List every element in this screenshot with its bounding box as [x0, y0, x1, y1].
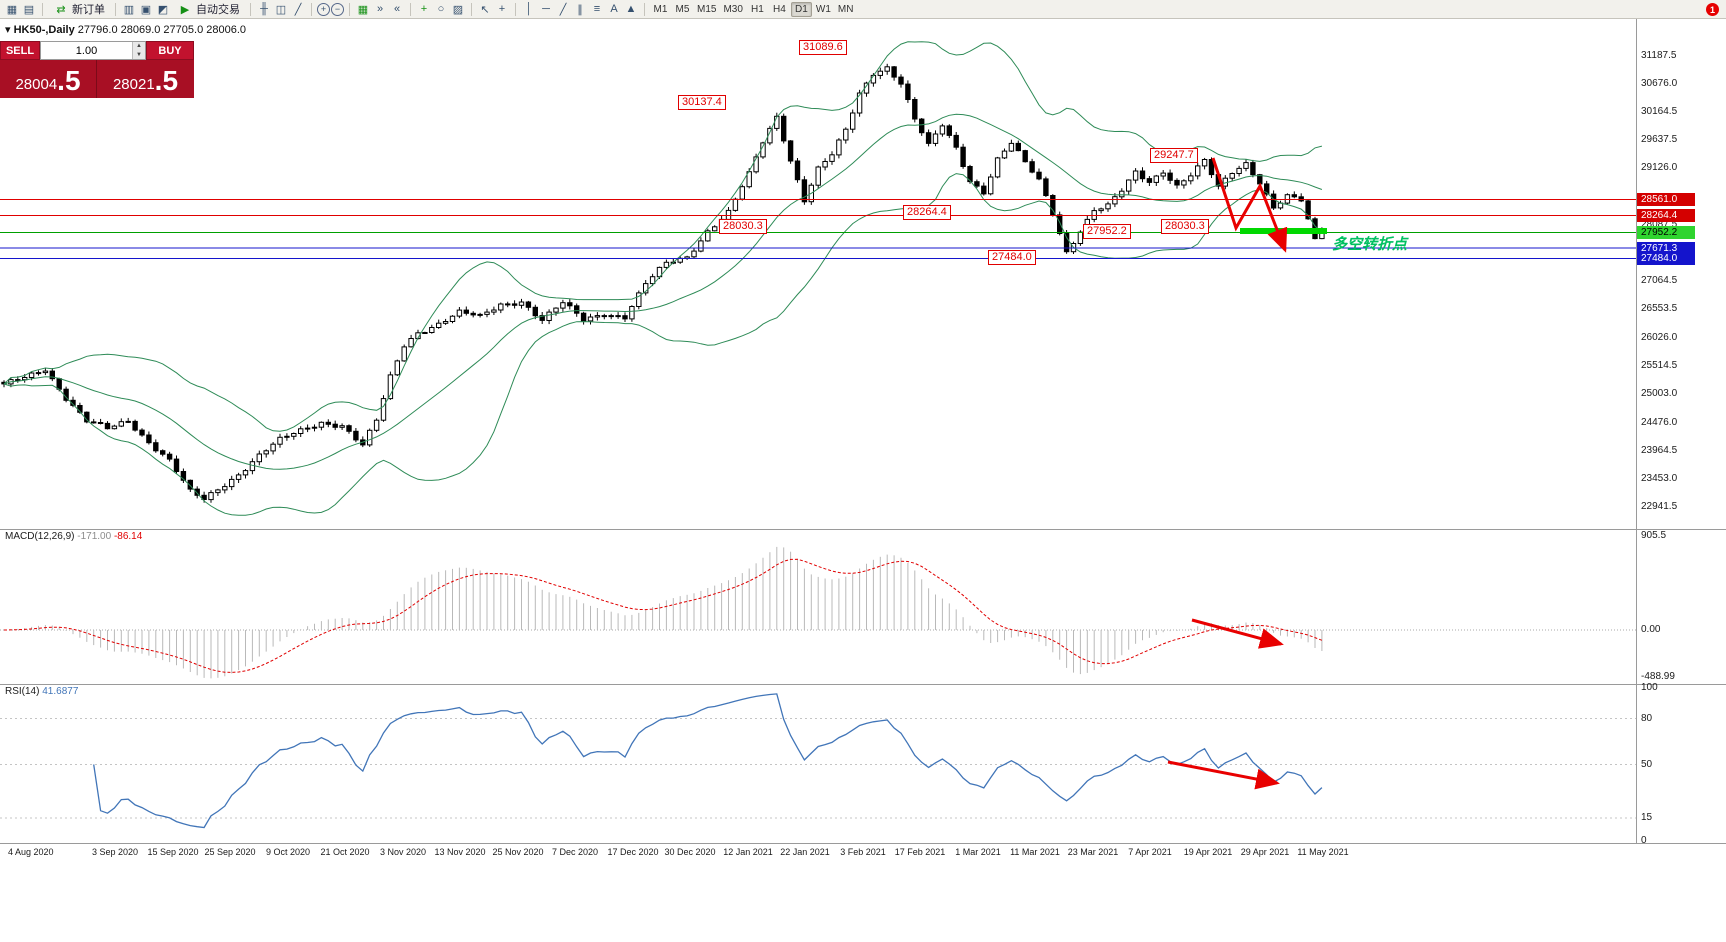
rsi-value: 41.6877	[42, 686, 79, 697]
toolbar-separator	[515, 2, 516, 16]
sell-button[interactable]: SELL	[0, 41, 40, 60]
bid-main-digits: 28004	[15, 76, 58, 93]
volume-spin-buttons: ▲ ▼	[132, 42, 145, 59]
auto-trading-label: 自动交易	[196, 4, 240, 16]
tile-windows-icon[interactable]: ▦	[357, 3, 369, 16]
rsi-line	[93, 693, 1323, 829]
text-tool-icon[interactable]: A	[610, 3, 618, 15]
channel-icon[interactable]: ∥	[577, 3, 583, 16]
periods-icon[interactable]: ○	[437, 3, 445, 15]
notification-badge[interactable]: 1	[1706, 3, 1719, 16]
toolbar: ▦ ▤ ⇄ 新订单 ▥ ▣ ◩ ▶ 自动交易 ╫ ◫ ╱ + − ▦ » « +…	[0, 0, 1726, 19]
bid-price[interactable]: 28004 .5	[0, 60, 97, 98]
zoom-in-icon[interactable]: +	[317, 2, 330, 16]
buy-button[interactable]: BUY	[146, 41, 194, 60]
arrows-tool-icon[interactable]: ▲	[625, 3, 637, 15]
macd-main-value: -171.00	[77, 531, 112, 542]
candles-layer	[1, 63, 1325, 503]
bollinger-bands	[3, 41, 1323, 516]
tick-chart-icon[interactable]: ▤	[23, 3, 35, 16]
volume-down-icon[interactable]: ▼	[133, 50, 145, 59]
toolbar-separator	[42, 2, 43, 16]
toolbar-separator	[471, 2, 472, 16]
toolbar-separator	[349, 2, 350, 16]
timeframe-m30-button[interactable]: M30	[723, 3, 743, 15]
fibonacci-icon[interactable]: ≡	[593, 3, 601, 15]
bar-chart-mode-icon[interactable]: ╫	[260, 3, 268, 15]
cursor-icon[interactable]: ↖	[480, 3, 490, 16]
symbol-name: HK50-,Daily	[13, 24, 75, 36]
ask-price[interactable]: 28021 .5	[97, 60, 194, 98]
macd-name: MACD(12,26,9)	[5, 531, 75, 542]
horizontal-level-lines[interactable]	[0, 198, 1636, 259]
volume-up-icon[interactable]: ▲	[133, 42, 145, 51]
trend-arrow-price[interactable]	[1211, 157, 1288, 253]
toolbar-separator	[115, 2, 116, 16]
timeframe-d1-button[interactable]: D1	[790, 1, 812, 17]
timeframe-w1-button[interactable]: W1	[815, 3, 831, 15]
timeframe-m1-button[interactable]: M1	[653, 3, 668, 15]
trendline-icon[interactable]: ╱	[559, 3, 567, 16]
auto-trading-button[interactable]: ▶ 自动交易	[172, 1, 245, 17]
bid-big-digits: .5	[57, 65, 81, 96]
horizontal-line-icon[interactable]: ─	[542, 3, 550, 15]
macd-signal-line	[3, 558, 1323, 673]
macd-signal-value: -86.14	[113, 531, 143, 542]
strategy-tester-icon[interactable]: ◩	[157, 3, 169, 16]
vertical-line-icon[interactable]: │	[525, 3, 533, 15]
volume-stepper[interactable]: 1.00 ▲ ▼	[40, 41, 146, 60]
timeframe-h4-button[interactable]: H4	[773, 3, 786, 15]
toolbar-separator	[311, 2, 312, 16]
ask-big-digits: .5	[154, 65, 179, 96]
toolbar-separator	[250, 2, 251, 16]
rsi-indicator-label: RSI(14) 41.6877	[5, 686, 78, 697]
timeframe-mn-button[interactable]: MN	[837, 3, 854, 15]
candlestick-mode-icon[interactable]: ◫	[275, 3, 287, 16]
ask-main-digits: 28021	[112, 76, 155, 93]
toolbar-separator	[410, 2, 411, 16]
volume-value[interactable]: 1.00	[75, 44, 98, 57]
new-order-button[interactable]: ⇄ 新订单	[48, 1, 110, 17]
timeframe-m5-button[interactable]: M5	[675, 3, 690, 15]
auto-scroll-icon[interactable]: »	[376, 3, 384, 15]
chart-symbol-line: ▾ HK50-,Daily 27796.0 28069.0 27705.0 28…	[5, 23, 246, 36]
crosshair-icon[interactable]: +	[498, 3, 506, 15]
trend-arrow-rsi[interactable]	[1167, 760, 1280, 790]
auto-trading-icon: ▶	[180, 3, 190, 16]
timeframe-m15-button[interactable]: M15	[697, 3, 717, 15]
turning-point-text[interactable]: 多空转折点	[1332, 236, 1408, 253]
line-chart-mode-icon[interactable]: ╱	[294, 3, 302, 16]
toolbar-separator	[644, 2, 645, 16]
macd-histogram	[10, 546, 1323, 679]
bid-ask-display: 28004 .5 28021 .5	[0, 60, 194, 98]
templates-icon[interactable]: ▨	[452, 3, 464, 16]
zoom-out-icon[interactable]: −	[331, 2, 344, 16]
trade-panel-controls: SELL 1.00 ▲ ▼ BUY	[0, 41, 194, 60]
market-watch-icon[interactable]: ▥	[123, 3, 135, 16]
charts-icon[interactable]: ▦	[6, 3, 18, 16]
symbol-ohlc: 27796.0 28069.0 27705.0 28006.0	[77, 24, 247, 36]
symbol-dropdown-icon[interactable]: ▾	[5, 24, 11, 36]
indicators-icon[interactable]: +	[420, 3, 428, 15]
macd-indicator-label: MACD(12,26,9) -171.00 -86.14	[5, 531, 142, 542]
chart-shift-icon[interactable]: «	[393, 3, 401, 15]
new-order-label: 新订单	[72, 4, 105, 16]
terminal-icon[interactable]: ▣	[140, 3, 152, 16]
one-click-trading-panel: SELL 1.00 ▲ ▼ BUY 28004 .5 28021 .5	[0, 41, 194, 98]
trend-arrow-macd[interactable]	[1191, 618, 1284, 649]
timeframe-h1-button[interactable]: H1	[751, 3, 764, 15]
rsi-name: RSI(14)	[5, 686, 40, 697]
new-order-icon: ⇄	[56, 3, 66, 16]
